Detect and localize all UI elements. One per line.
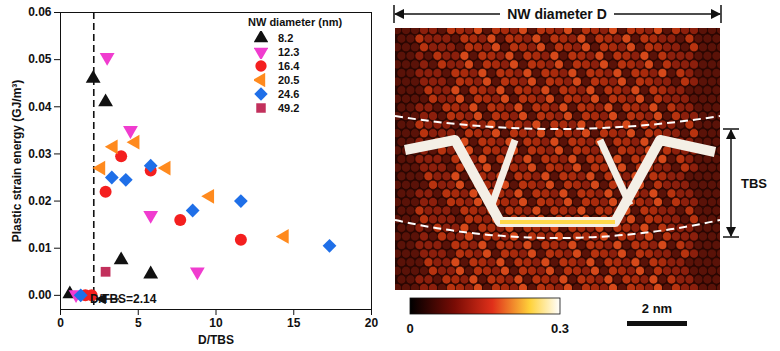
svg-text:2 nm: 2 nm <box>642 301 672 316</box>
html-text:8.2: 8.2 <box>278 32 294 44</box>
svg-text:0: 0 <box>406 321 413 336</box>
svg-text:20: 20 <box>365 316 379 330</box>
svg-text:10: 10 <box>209 316 223 330</box>
svg-text:D/TBS: D/TBS <box>198 333 234 347</box>
svg-text:0.05: 0.05 <box>28 52 52 66</box>
svg-text:0.03: 0.03 <box>28 147 52 161</box>
svg-text:NW diameter D: NW diameter D <box>507 6 607 22</box>
svg-text:15: 15 <box>287 316 301 330</box>
svg-text:Plastic strain energy (GJ/m³): Plastic strain energy (GJ/m³) <box>10 80 24 243</box>
html-text:16.4: 16.4 <box>278 60 300 72</box>
svg-text:5: 5 <box>135 316 142 330</box>
svg-text:0.04: 0.04 <box>28 100 52 114</box>
svg-text:0.01: 0.01 <box>28 241 52 255</box>
svg-text:0.02: 0.02 <box>28 194 52 208</box>
html-text:20.5: 20.5 <box>278 74 300 86</box>
svg-text:0.3: 0.3 <box>551 321 569 336</box>
svg-text:D/TBS=2.14: D/TBS=2.14 <box>90 292 157 306</box>
svg-text:0: 0 <box>57 316 64 330</box>
svg-text:0.00: 0.00 <box>28 288 52 302</box>
html-text:24.6: 24.6 <box>278 88 300 100</box>
svg-text:TBS: TBS <box>741 176 767 191</box>
html-text:12.3: 12.3 <box>278 46 300 58</box>
svg-text:0.06: 0.06 <box>28 5 52 19</box>
html-text:NW diameter (nm): NW diameter (nm) <box>248 16 343 28</box>
html-text:49.2: 49.2 <box>278 102 300 114</box>
